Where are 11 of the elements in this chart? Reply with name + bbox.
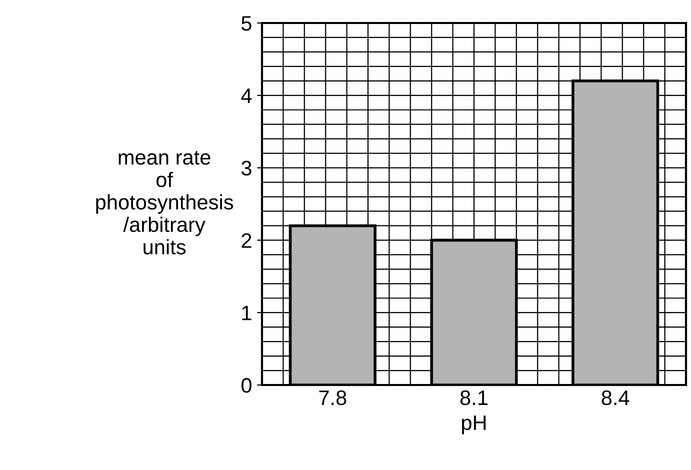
x-tick-label: 8.1 [460, 390, 488, 406]
y-tick-label: 2 [242, 233, 252, 248]
y-axis-title: mean rate of photosynthesis /arbitrary units [96, 151, 234, 254]
y-tick-label: 0 [242, 378, 252, 393]
y-tick-label: 1 [242, 306, 252, 320]
y-tick-label: 4 [241, 88, 252, 103]
x-tick-label: 8.4 [602, 390, 630, 406]
y-tick-label: 3 [241, 160, 252, 176]
y-tick-label: 5 [242, 16, 252, 31]
x-axis-title: pH [462, 416, 486, 434]
x-tick-label: 7.8 [319, 390, 346, 406]
